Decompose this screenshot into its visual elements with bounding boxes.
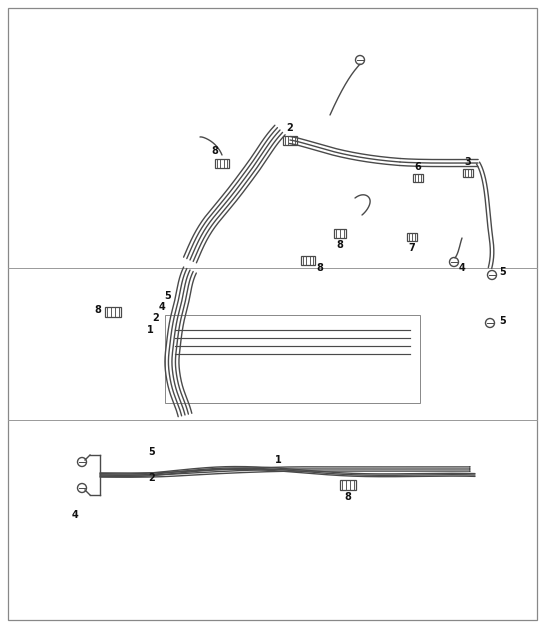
Text: 4: 4 [459, 263, 465, 273]
Bar [215, 158, 229, 168]
Text: 5: 5 [500, 316, 506, 326]
Bar [283, 136, 297, 144]
Text: 5: 5 [500, 267, 506, 277]
Text: 8: 8 [95, 305, 101, 315]
Text: 3: 3 [465, 157, 471, 167]
Bar [334, 229, 346, 237]
Bar [301, 256, 315, 264]
Text: 2: 2 [287, 123, 293, 133]
Text: 8: 8 [337, 240, 343, 250]
Bar [340, 480, 356, 490]
Bar [463, 169, 473, 177]
Text: 2: 2 [149, 473, 155, 483]
Text: 1: 1 [147, 325, 153, 335]
Text: 5: 5 [149, 447, 155, 457]
Text: 2: 2 [153, 313, 159, 323]
Text: 8: 8 [211, 146, 219, 156]
Text: 4: 4 [71, 510, 78, 520]
Text: 8: 8 [344, 492, 352, 502]
Bar [407, 233, 417, 241]
Text: 5: 5 [165, 291, 171, 301]
Text: 7: 7 [409, 243, 415, 253]
Text: 6: 6 [415, 162, 421, 172]
Bar [413, 174, 423, 182]
Bar [105, 307, 121, 317]
Text: 8: 8 [317, 263, 323, 273]
Text: 4: 4 [159, 302, 165, 312]
Bar [165, 315, 420, 403]
Text: 1: 1 [275, 455, 281, 465]
